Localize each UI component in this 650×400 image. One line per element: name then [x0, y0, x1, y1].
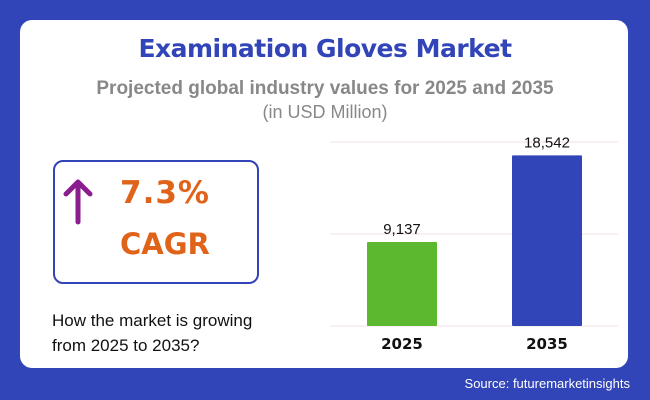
bar-2035: [512, 155, 582, 326]
question-line: How the market is growing: [52, 311, 253, 330]
question-text: How the market is growing from 2025 to 2…: [52, 308, 252, 358]
data-label: 18,542: [524, 134, 570, 151]
subtitle: Projected global industry values for 202…: [96, 78, 554, 99]
page-title: Examination Gloves Market: [138, 34, 512, 63]
bar-2025: [367, 241, 437, 326]
unit-label: (in USD Million): [262, 102, 388, 122]
cagr-box: [53, 160, 259, 284]
question-line: from 2025 to 2035?: [52, 336, 200, 355]
arrow-up-icon: [63, 179, 93, 225]
cagr-label: CAGR: [120, 227, 210, 261]
data-label: 9,137: [383, 221, 421, 238]
cagr-value: 7.3%: [120, 175, 210, 211]
x-tick-label: 2035: [526, 335, 568, 353]
x-tick-label: 2025: [381, 335, 423, 353]
source-text: Source: futuremarketinsights: [464, 376, 630, 391]
